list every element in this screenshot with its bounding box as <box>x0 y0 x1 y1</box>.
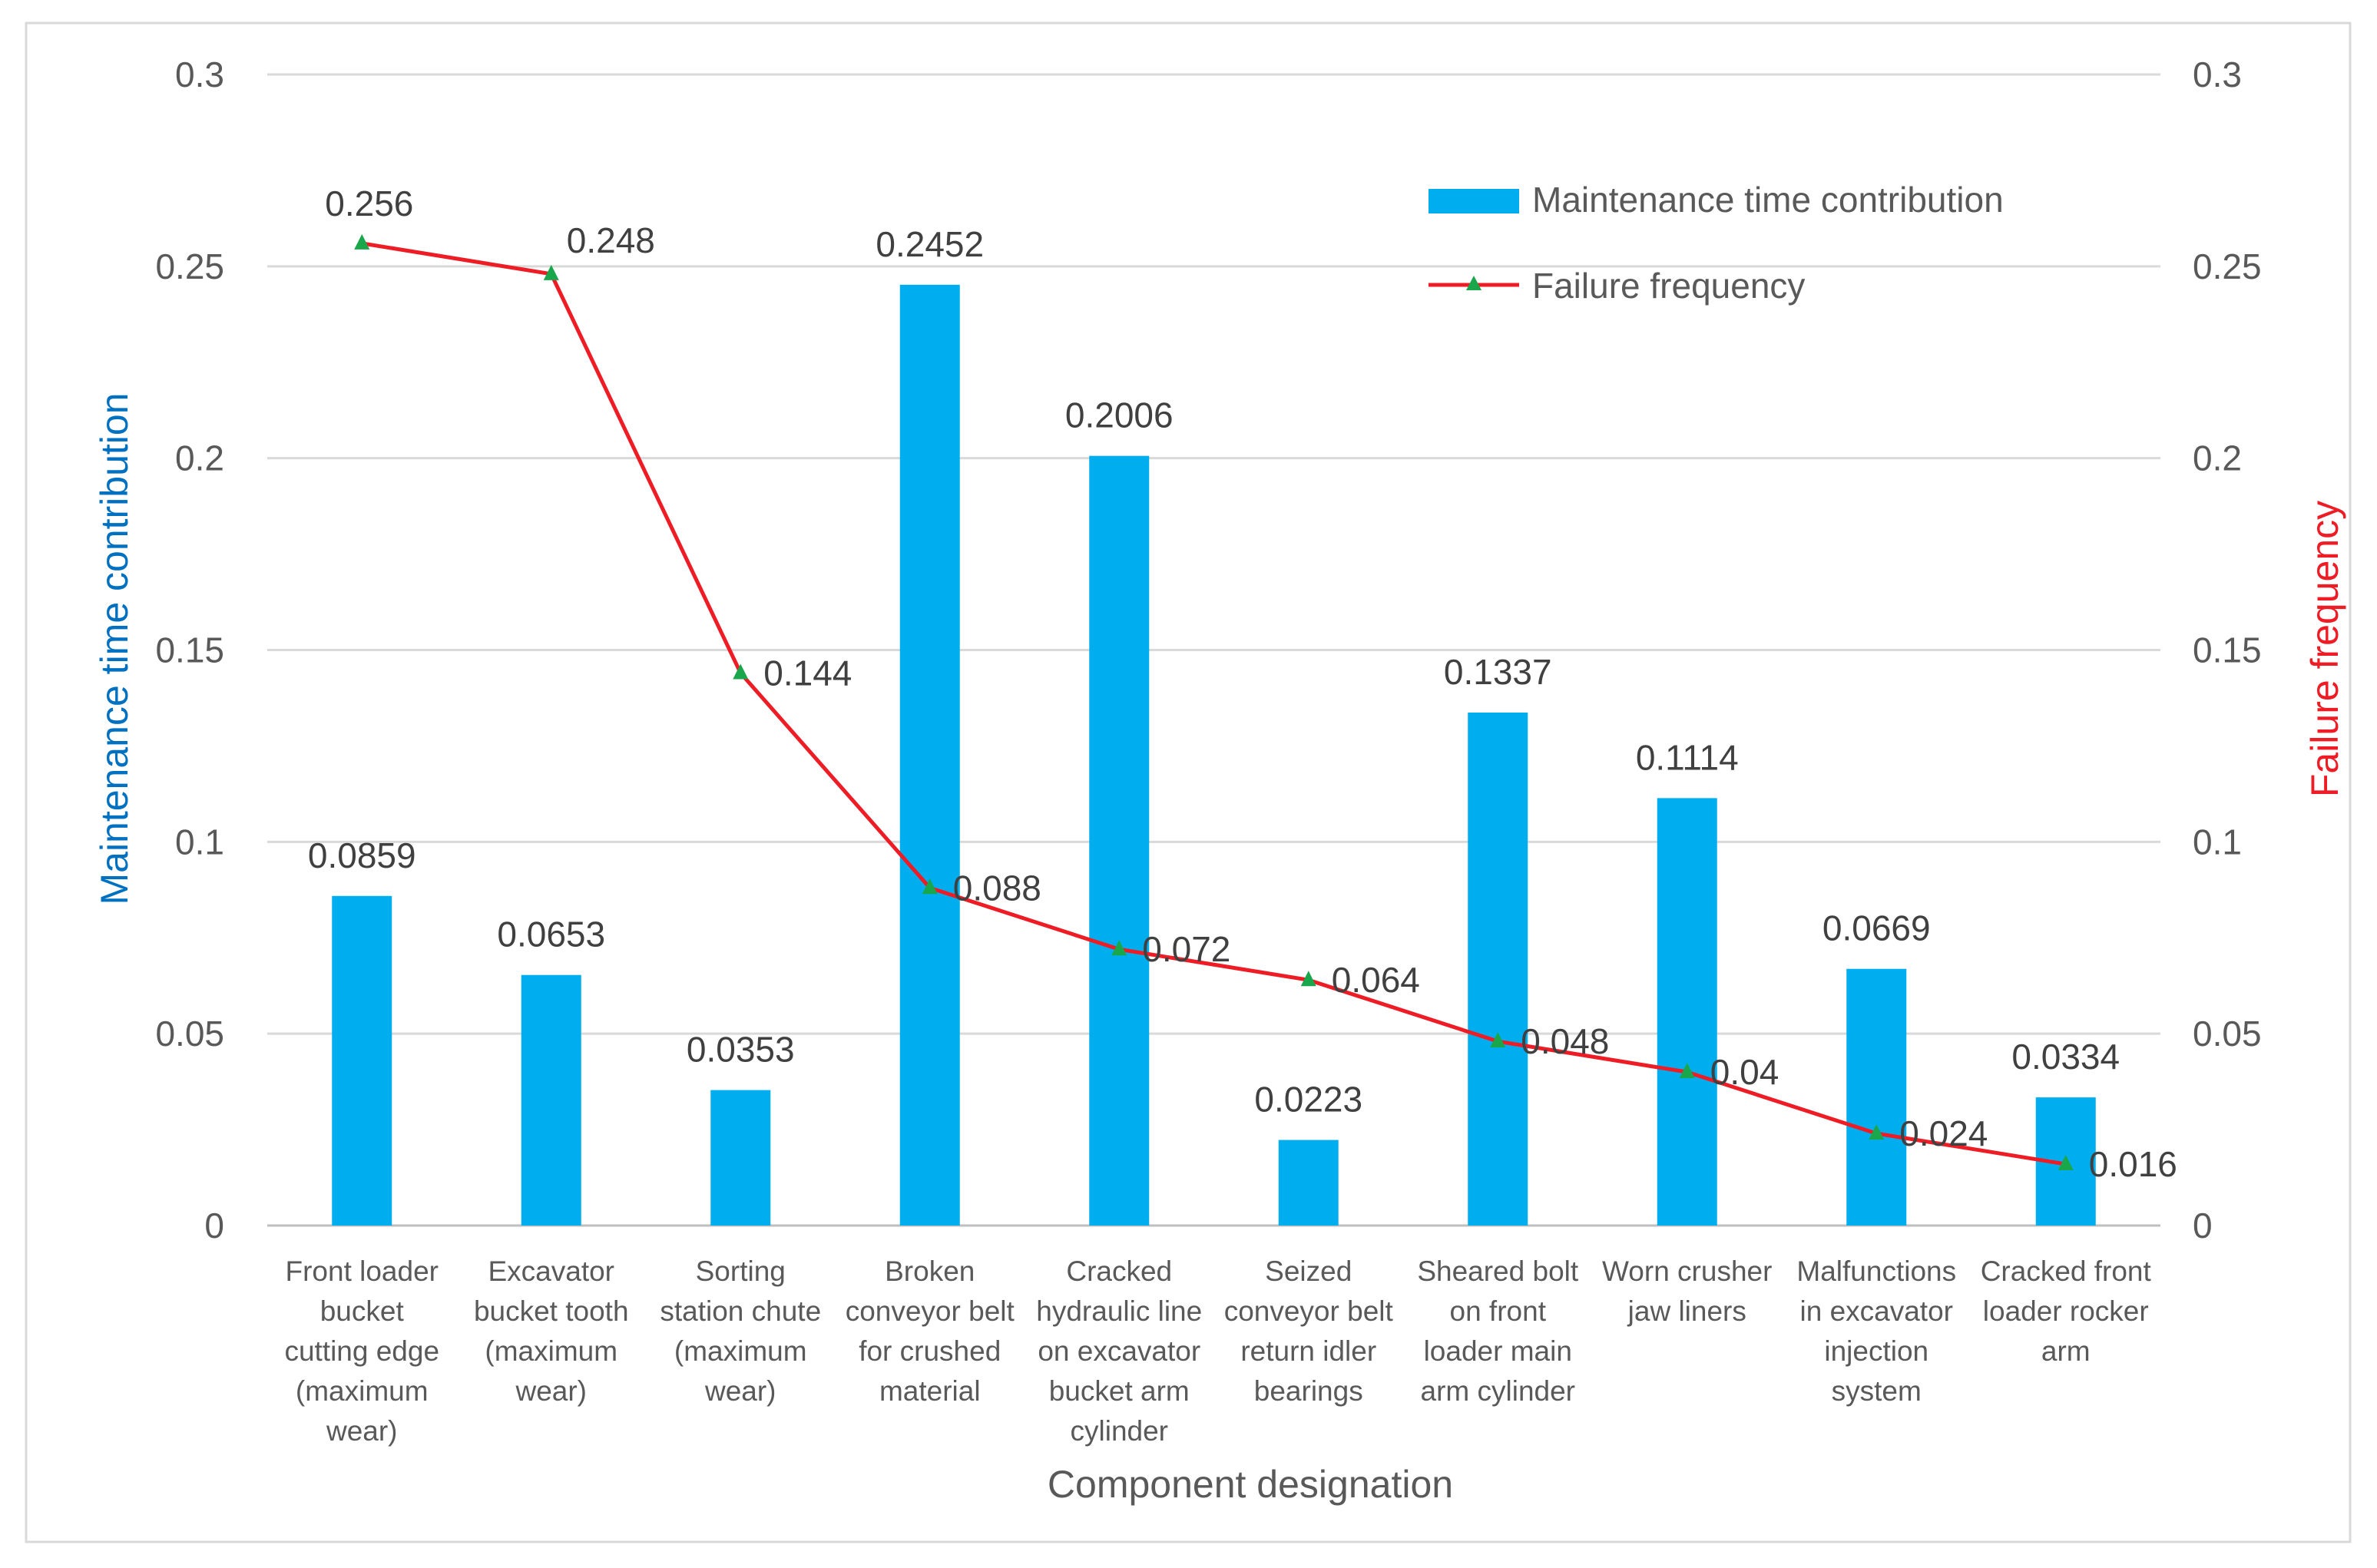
y-tick-label-left: 0.2 <box>175 438 224 478</box>
line-series <box>354 233 2074 1171</box>
bar-value-label: 0.0353 <box>687 1030 795 1070</box>
bar-value-label: 0.1337 <box>1444 652 1552 692</box>
y-tick-label-right: 0.25 <box>2193 246 2262 286</box>
bar-value-label: 0.2006 <box>1065 395 1174 435</box>
x-tick-label: Worn crusher jaw liners <box>1602 1255 1772 1327</box>
y-tick-label-right: 0.3 <box>2193 55 2242 94</box>
chart-frame <box>25 22 2352 1543</box>
legend-bar-label: Maintenance time contribution <box>1532 180 2004 220</box>
y-tick-label-left: 0.15 <box>155 630 224 670</box>
y-tick-label-right: 0.1 <box>2193 822 2242 862</box>
x-tick-label: Cracked hydraulic line on excavator bucket … <box>1036 1255 1202 1447</box>
line-value-label: 0.072 <box>1142 929 1230 969</box>
x-axis-title: Component designation <box>1048 1463 1453 1506</box>
line-marker <box>1869 1124 1885 1140</box>
y-axis-title-right: Failure frequency <box>2303 501 2346 797</box>
bar <box>1468 712 1528 1226</box>
line-value-label: 0.024 <box>1899 1113 1988 1153</box>
line-marker <box>2058 1155 2074 1171</box>
line-value-label: 0.064 <box>1332 960 1420 1000</box>
y-tick-label-right: 0.2 <box>2193 438 2242 478</box>
legend: Maintenance time contribution Failure fr… <box>1429 180 2004 306</box>
x-tick-label: Broken conveyor belt for crushed material <box>846 1255 1015 1407</box>
y-tick-label-left: 0.1 <box>175 822 224 862</box>
line-marker <box>922 878 938 895</box>
line-marker <box>1490 1032 1506 1048</box>
bar-value-label: 0.0653 <box>497 915 605 954</box>
data-labels: 0.0859 0.0653 0.0353 0.2452 0.2006 0.0223 0.13… <box>308 184 2177 1184</box>
bar <box>1846 968 1907 1226</box>
gridlines <box>267 73 2160 1227</box>
x-tick-label: Sheared bolt on front loader main arm cylin… <box>1417 1255 1579 1407</box>
legend-bar-swatch <box>1429 189 1519 213</box>
y-tick-label-right: 0.05 <box>2193 1014 2262 1054</box>
bar-value-label: 0.2452 <box>876 224 984 264</box>
line-value-label: 0.256 <box>325 184 413 223</box>
bar <box>1657 798 1717 1226</box>
failure-frequency-line <box>361 241 2067 1166</box>
line-marker <box>1679 1063 1695 1079</box>
y-axis-title-left: Maintenance time contribution <box>93 392 136 905</box>
line-value-label: 0.016 <box>2089 1144 2177 1184</box>
y-tick-label-right: 0 <box>2193 1206 2213 1245</box>
line-marker <box>1300 971 1316 987</box>
bar <box>710 1090 771 1226</box>
line-value-label: 0.248 <box>567 220 655 260</box>
bar-value-label: 0.0669 <box>1822 908 1931 948</box>
line-marker <box>543 264 559 280</box>
line-marker <box>1111 940 1127 956</box>
x-tick-label: Cracked front loader rocker arm <box>1981 1255 2152 1367</box>
x-tick-label: Sorting station chute (maximum wear) <box>660 1255 821 1407</box>
bar <box>521 974 581 1226</box>
x-tick-label: Malfunctions in excavator injection system <box>1796 1255 1956 1407</box>
x-tick-label: Seized conveyor belt return idler bearings <box>1224 1255 1394 1407</box>
y-tick-label-left: 0.3 <box>175 55 224 94</box>
bar <box>899 284 960 1226</box>
y-tick-label-left: 0 <box>204 1206 224 1245</box>
bar-value-label: 0.0859 <box>308 835 416 875</box>
bar <box>1089 455 1150 1226</box>
y-tick-label-left: 0.25 <box>155 246 224 286</box>
bar-value-label: 0.0334 <box>2011 1037 2120 1077</box>
line-value-label: 0.04 <box>1710 1052 1779 1092</box>
line-value-label: 0.144 <box>763 653 852 693</box>
bar-value-label: 0.0223 <box>1254 1080 1362 1120</box>
legend-line-marker <box>1466 276 1481 290</box>
bar-value-label: 0.1114 <box>1636 737 1739 777</box>
y-tick-label-right: 0.15 <box>2193 630 2262 670</box>
x-tick-label: Excavator bucket tooth (maximum wear) <box>474 1255 629 1407</box>
y-tick-label-left: 0.05 <box>155 1014 224 1054</box>
bar <box>1278 1140 1339 1226</box>
legend-line-label: Failure frequency <box>1532 266 1805 306</box>
line-value-label: 0.088 <box>953 868 1041 908</box>
line-marker <box>354 233 370 250</box>
line-value-label: 0.048 <box>1521 1021 1609 1061</box>
line-marker <box>733 663 749 680</box>
axes: 0 0 0.05 0.05 0.1 0.1 0.15 0.15 0.2 0.2 0.25 0.25 0.… <box>155 55 2261 1447</box>
bar <box>332 895 392 1226</box>
x-tick-label: Front loader bucket cutting edge (maximum we… <box>284 1255 439 1447</box>
